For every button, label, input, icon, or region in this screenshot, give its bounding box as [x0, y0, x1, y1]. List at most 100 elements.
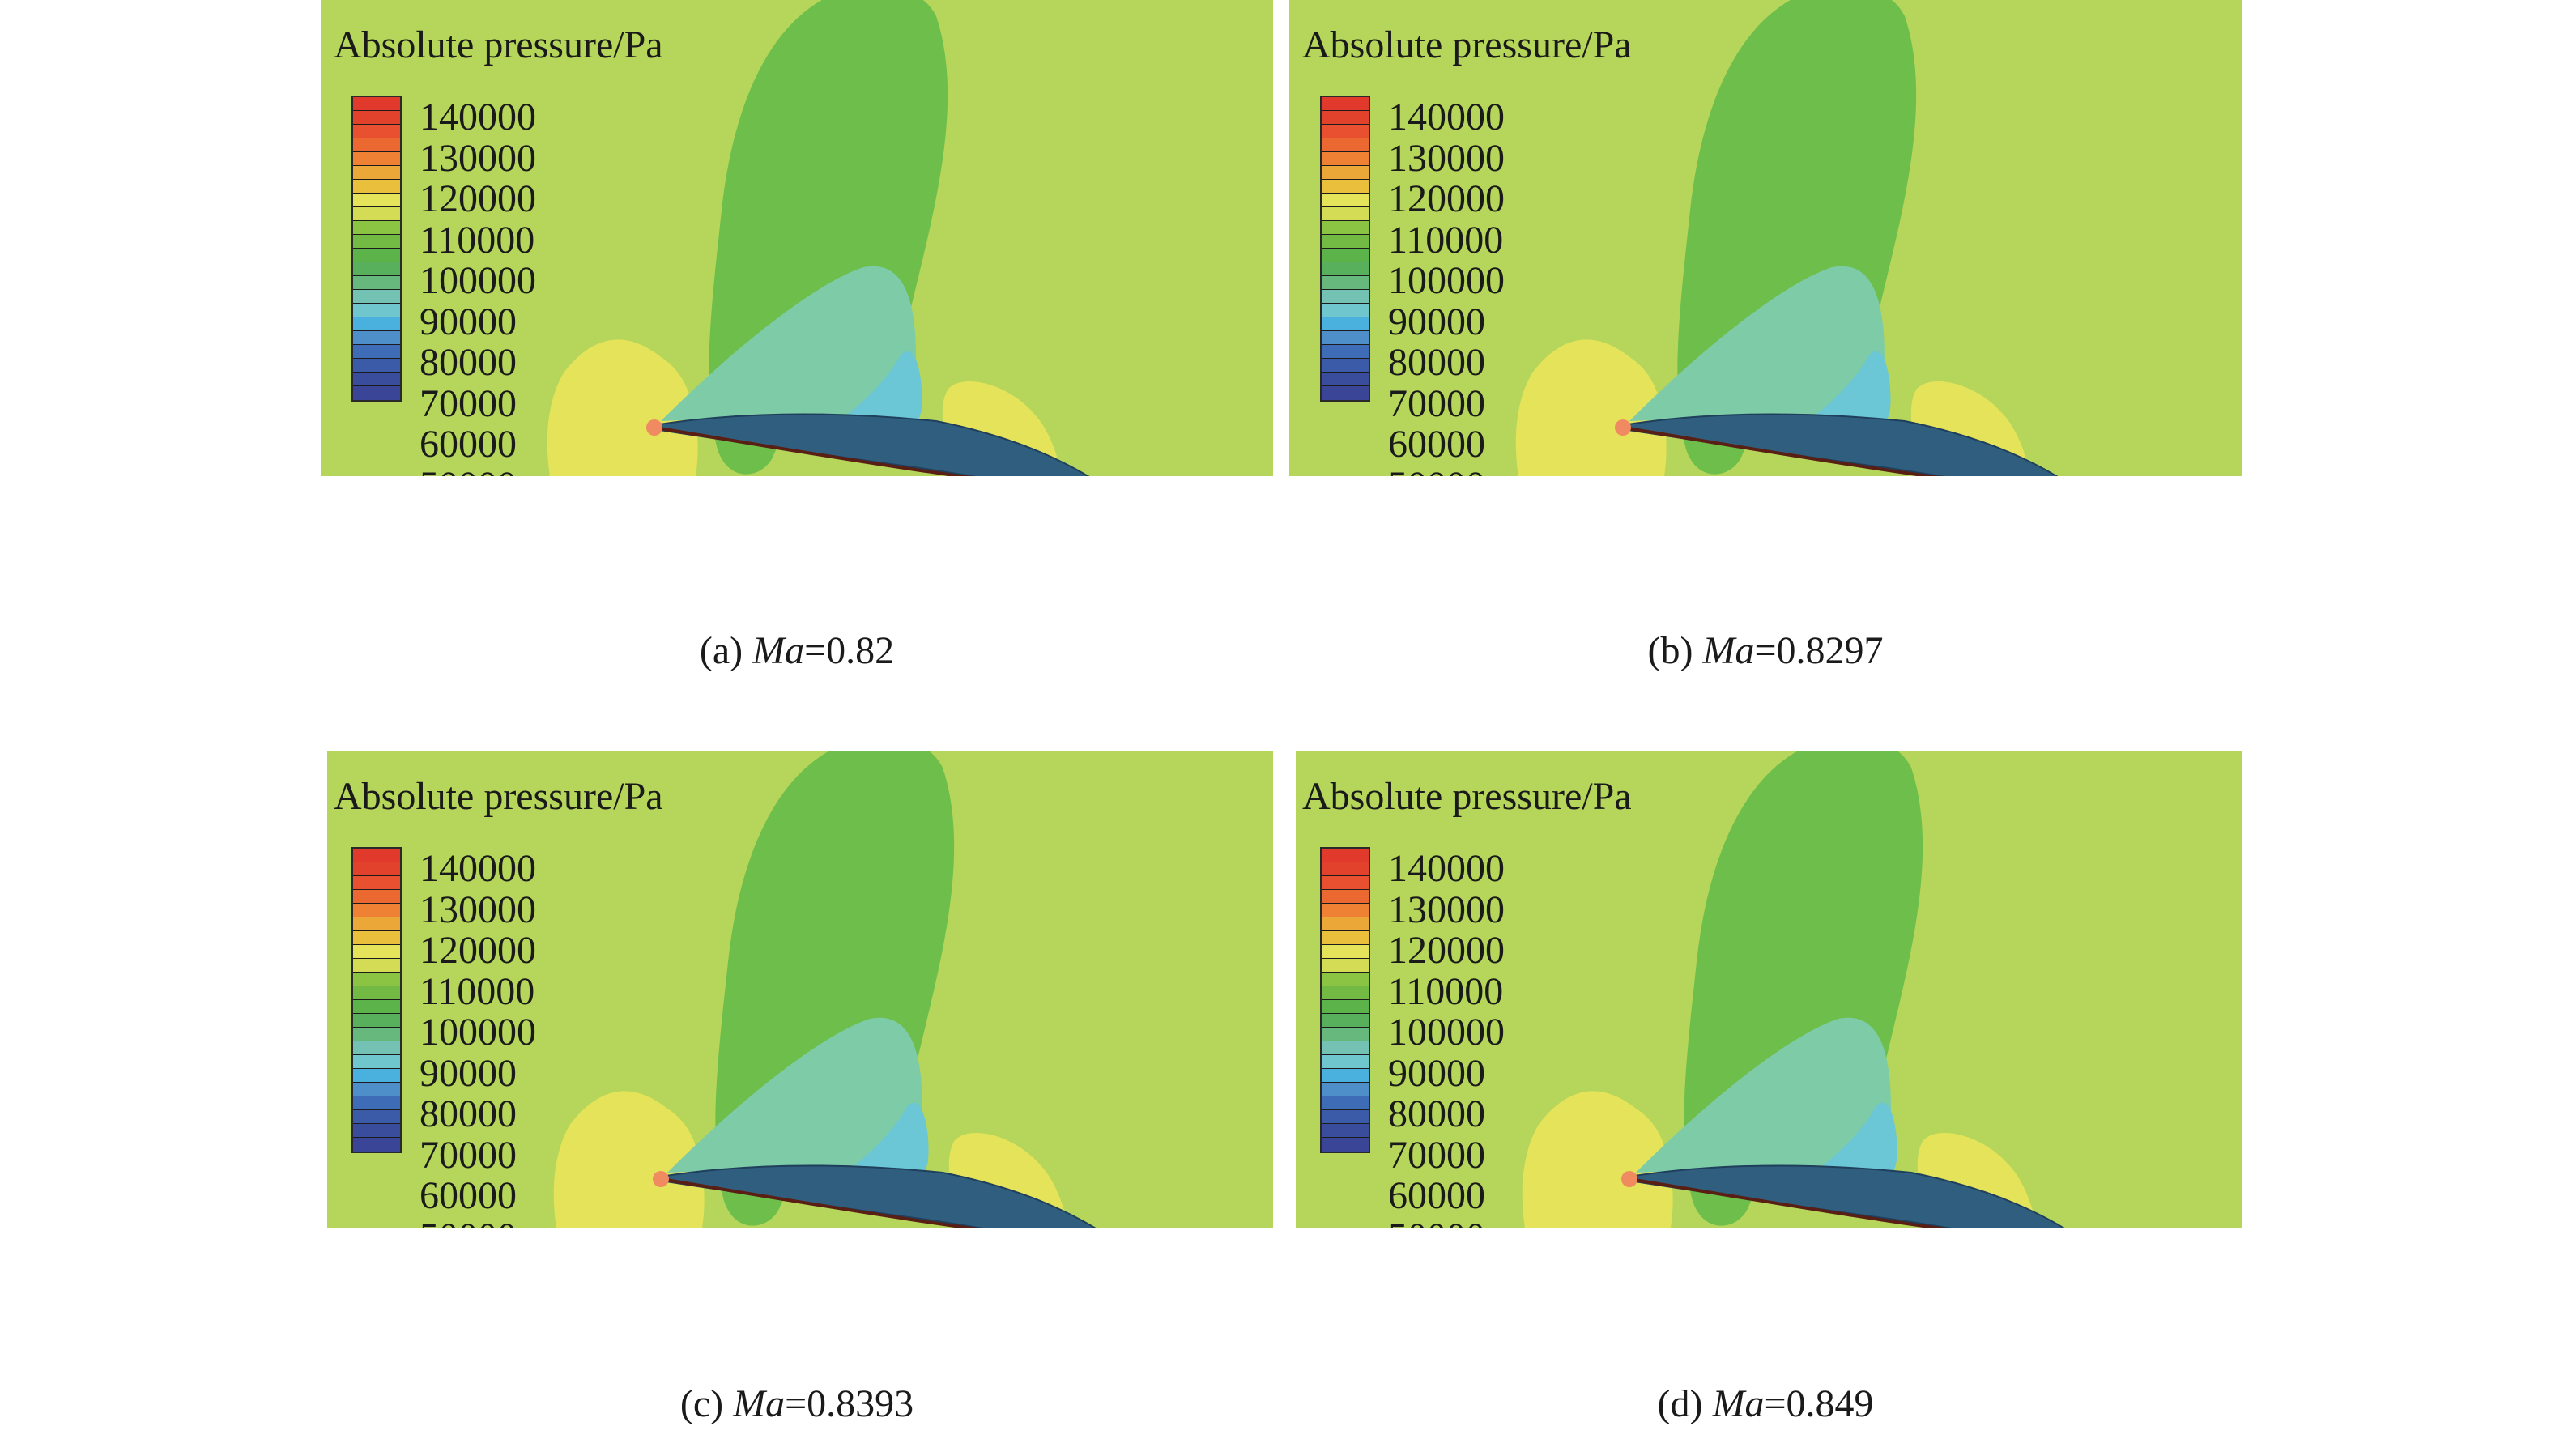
legend-swatch [1322, 862, 1369, 876]
legend-level-label: 120000 [1388, 177, 1505, 220]
legend-level-label: 120000 [419, 929, 536, 972]
legend-swatch [353, 904, 400, 917]
pressure-region-teal [1636, 1017, 1891, 1173]
legend-swatch [353, 1055, 400, 1069]
legend-color-bar [351, 847, 402, 1153]
legend-level-label: 130000 [419, 137, 536, 180]
pressure-region-leading-yellow [553, 1091, 705, 1228]
contour-panel-d: Absolute pressure/Pa 140000 130000 120000 11… [1289, 751, 2242, 1228]
legend-swatch [353, 207, 400, 221]
legend-swatch [353, 221, 400, 235]
legend-swatch [1322, 138, 1369, 152]
legend-swatch [1322, 194, 1369, 207]
legend-swatch [353, 1096, 400, 1110]
legend-swatch [1322, 221, 1369, 235]
wing-lower-edge [1629, 1177, 1947, 1228]
legend-swatch [1322, 386, 1369, 400]
legend-swatch [353, 1138, 400, 1152]
wing-lower-edge [1622, 426, 1940, 476]
legend-swatch [1322, 917, 1369, 931]
legend-level-label: 110000 [1388, 219, 1504, 262]
legend-level-label: 70000 [419, 382, 517, 425]
legend-swatch [353, 1028, 400, 1041]
legend-swatch [1322, 262, 1369, 276]
legend-level-label: 130000 [419, 888, 536, 931]
wing-lower-edge [654, 426, 972, 476]
panel-caption-d: (d) Ma=0.849 [1289, 1380, 2242, 1428]
legend-level-label: 140000 [419, 96, 536, 138]
pressure-contour-plot [1289, 0, 2242, 476]
legend-swatch [1322, 111, 1369, 125]
legend-swatch [1322, 304, 1369, 317]
caption-prefix: (a) [699, 629, 753, 672]
legend-level-label: 110000 [1388, 970, 1504, 1013]
caption-variable: Ma [1712, 1382, 1765, 1425]
legend-level-label: 120000 [419, 177, 536, 220]
legend-swatch [1322, 166, 1369, 180]
legend-swatch [353, 111, 400, 125]
legend-swatch [353, 359, 400, 373]
legend-swatch [353, 235, 400, 249]
caption-prefix: (b) [1647, 629, 1703, 672]
legend-swatch [353, 345, 400, 359]
legend-swatch [353, 138, 400, 152]
legend-level-label: 90000 [1388, 1052, 1485, 1095]
legend-swatch [1322, 359, 1369, 373]
leading-edge-stagnation [1615, 419, 1631, 436]
legend-swatch [353, 917, 400, 931]
panel-caption-a: (a) Ma=0.82 [321, 627, 1273, 675]
legend-swatch [353, 1014, 400, 1028]
legend-swatch [353, 1000, 400, 1014]
legend-swatch [1322, 276, 1369, 290]
legend-level-label: 80000 [419, 1092, 517, 1135]
legend-swatch [1322, 1083, 1369, 1096]
legend-swatch [1322, 945, 1369, 959]
legend-swatch [1322, 1014, 1369, 1028]
legend-swatch [353, 249, 400, 262]
legend-swatch [353, 262, 400, 276]
legend-level-label: 130000 [1388, 137, 1505, 180]
legend-swatch [1322, 959, 1369, 973]
pressure-region-leading-yellow [1515, 339, 1667, 476]
legend-level-label: 90000 [419, 300, 517, 343]
legend-swatch [353, 290, 400, 304]
legend-swatch [1322, 290, 1369, 304]
legend-level-label: 110000 [419, 970, 535, 1013]
legend-swatch [353, 1069, 400, 1083]
legend-swatch [1322, 1069, 1369, 1083]
legend-level-label: 60000 [419, 1174, 517, 1217]
legend-swatch [353, 973, 400, 986]
legend-level-label: 70000 [1388, 1134, 1485, 1177]
wing-lower-edge [660, 1177, 978, 1228]
legend-level-label: 110000 [419, 219, 535, 262]
legend-swatch [353, 876, 400, 890]
legend-swatch [353, 304, 400, 317]
legend-swatch [353, 849, 400, 862]
legend-title: Absolute pressure/Pa [1302, 23, 1632, 66]
legend-level-label: 100000 [419, 259, 536, 302]
legend-level-label: 80000 [1388, 341, 1485, 384]
legend-swatch [1322, 97, 1369, 111]
legend-swatch [1322, 849, 1369, 862]
legend-swatch [1322, 152, 1369, 166]
legend-swatch [353, 317, 400, 331]
pressure-region-teal [667, 1017, 922, 1173]
legend-swatch [1322, 249, 1369, 262]
legend-color-bar [1320, 96, 1370, 402]
legend-level-label: 50000 [419, 1217, 517, 1228]
legend-swatch [1322, 1000, 1369, 1014]
legend-level-label: 140000 [1388, 96, 1505, 138]
legend-level-label: 100000 [1388, 1011, 1505, 1054]
legend-level-label: 60000 [1388, 423, 1485, 466]
legend-swatch [1322, 1124, 1369, 1138]
legend-level-label: 60000 [1388, 1174, 1485, 1217]
legend-swatch [1322, 890, 1369, 904]
caption-prefix: (d) [1657, 1382, 1713, 1425]
legend-swatch [1322, 317, 1369, 331]
legend-swatch [1322, 876, 1369, 890]
contour-panel-b: Absolute pressure/Pa 140000 130000 120000 11… [1289, 0, 2242, 476]
caption-variable: Ma [752, 629, 805, 672]
legend-swatch [353, 862, 400, 876]
panel-caption-b: (b) Ma=0.8297 [1289, 627, 2242, 675]
legend-swatch [353, 97, 400, 111]
